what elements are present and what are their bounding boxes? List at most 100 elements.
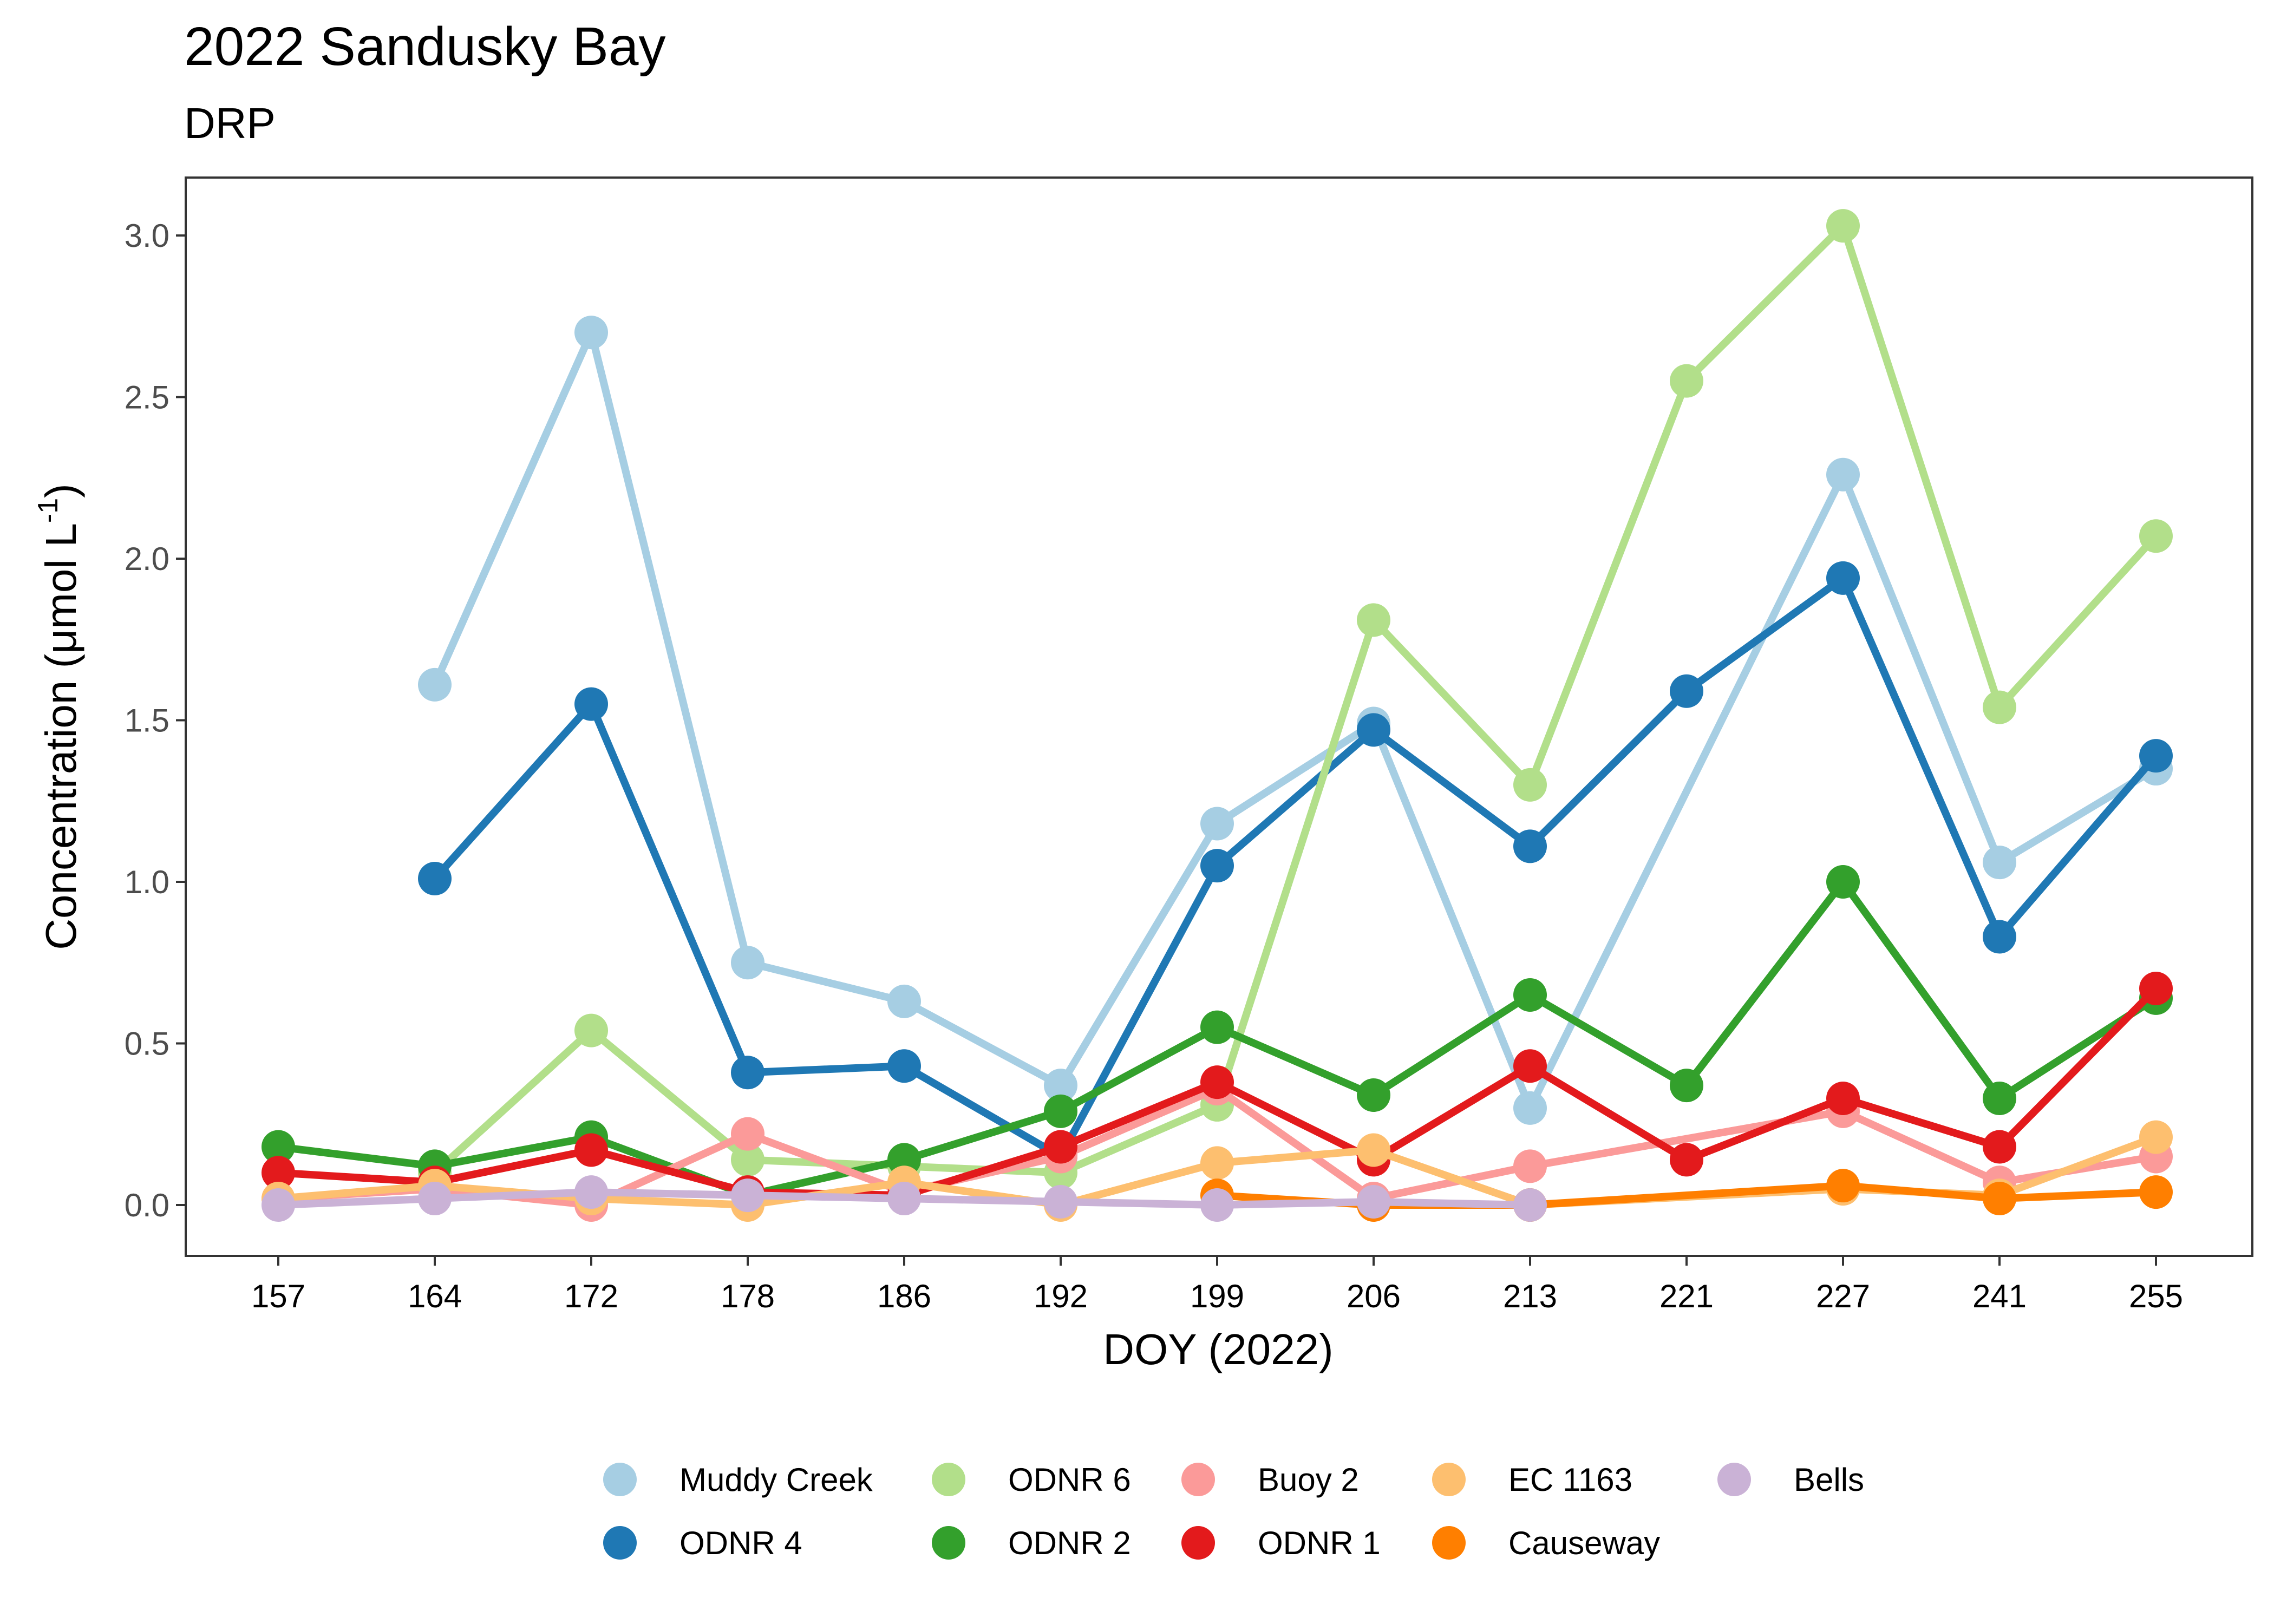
legend-swatch [1432,1526,1466,1560]
legend-item-causeway: Causeway [1432,1525,1660,1561]
data-point-odnr-2 [1357,1078,1390,1112]
data-point-bells [1513,1188,1547,1222]
legend-label: ODNR 6 [1008,1462,1131,1498]
data-point-muddy-creek [1513,1091,1547,1125]
data-point-odnr-1 [574,1133,608,1167]
x-tick-label: 172 [564,1278,618,1314]
data-point-bells [1044,1185,1077,1219]
legend-label: Causeway [1508,1525,1660,1561]
legend-label: Bells [1794,1462,1864,1498]
x-tick-label: 241 [1972,1278,2027,1314]
data-point-odnr-1 [262,1156,295,1190]
legend-item-odnr-4: ODNR 4 [603,1525,802,1561]
y-axis-title-exponent: -1 [32,498,64,523]
data-point-odnr-1 [1044,1130,1077,1164]
data-point-bells [887,1182,921,1216]
data-point-odnr-4 [1513,829,1547,863]
legend-label: ODNR 4 [679,1525,802,1561]
data-point-odnr-6 [1513,768,1547,802]
x-tick-label: 206 [1347,1278,1401,1314]
x-tick-label: 192 [1034,1278,1088,1314]
data-point-bells [1200,1188,1234,1222]
legend-item-odnr-1: ODNR 1 [1181,1525,1381,1561]
data-point-muddy-creek [1200,807,1234,841]
data-point-bells [574,1175,608,1209]
data-point-odnr-2 [1044,1094,1077,1128]
legend-swatch [603,1463,637,1496]
y-axis: 0.0 0.5 1.0 1.5 2.0 2.5 3.0 [125,218,186,1223]
data-point-odnr-4 [1670,674,1703,708]
data-point-odnr-6 [574,1013,608,1047]
data-point-odnr-4 [574,687,608,721]
data-point-odnr-2 [1200,1010,1234,1044]
data-point-buoy-2 [731,1117,764,1151]
data-point-odnr-6 [2139,519,2173,553]
data-point-muddy-creek [1826,457,1860,492]
data-point-odnr-1 [2139,972,2173,1006]
data-point-odnr-6 [1357,603,1390,637]
x-axis-title: DOY (2022) [1103,1325,1333,1373]
data-point-muddy-creek [1044,1069,1077,1103]
legend-swatch [1181,1463,1215,1496]
data-point-odnr-4 [2139,739,2173,773]
legend-item-odnr-6: ODNR 6 [932,1462,1131,1498]
series-odnr-4 [418,561,2173,1174]
legend-label: ODNR 2 [1008,1525,1131,1561]
legend-label: EC 1163 [1508,1462,1632,1498]
data-point-odnr-4 [1200,849,1234,883]
data-point-ec-1163 [2139,1120,2173,1154]
y-tick-label: 2.5 [125,379,169,416]
y-axis-title-close: ) [37,483,85,498]
data-point-bells [1357,1185,1390,1219]
data-point-odnr-6 [1826,209,1860,243]
data-point-odnr-4 [731,1056,764,1090]
data-point-causeway [2139,1175,2173,1209]
data-point-odnr-1 [1513,1049,1547,1083]
data-point-ec-1163 [1200,1146,1234,1180]
series-line-buoy-2 [275,1085,2160,1209]
legend-item-buoy-2: Buoy 2 [1181,1462,1359,1498]
series-bells [262,1175,1547,1222]
data-point-odnr-4 [418,862,452,896]
data-point-muddy-creek [887,984,921,1018]
data-point-muddy-creek [574,316,608,350]
legend-swatch [1432,1463,1466,1496]
x-tick-label: 255 [2129,1278,2183,1314]
data-point-odnr-1 [1983,1130,2016,1164]
data-point-odnr-4 [887,1049,921,1083]
data-point-odnr-6 [731,1143,764,1177]
data-point-bells [262,1188,295,1222]
x-tick-label: 213 [1503,1278,1557,1314]
y-tick-label: 0.0 [125,1187,169,1223]
series-line-odnr-6 [431,222,2160,1177]
chart-subtitle: DRP [184,99,276,147]
legend-item-ec-1163: EC 1163 [1432,1462,1632,1498]
y-tick-label: 0.5 [125,1026,169,1062]
x-tick-label: 186 [877,1278,931,1314]
legend-item-bells: Bells [1717,1462,1864,1498]
x-axis: 157 164 172 178 186 192 199 206 213 221 227 241 255 [251,1256,2183,1314]
y-tick-label: 1.5 [125,703,169,739]
data-point-odnr-2 [1513,978,1547,1012]
data-point-odnr-1 [1200,1065,1234,1099]
data-point-odnr-2 [262,1130,295,1164]
data-point-ec-1163 [1357,1133,1390,1167]
legend-swatch [603,1526,637,1560]
data-point-bells [418,1182,452,1216]
series-line-odnr-4 [431,574,2160,1161]
legend-swatch [932,1463,965,1496]
legend: Muddy Creek ODNR 6 Buoy 2 EC 1163 Bells ODNR … [603,1462,1864,1561]
legend-swatch [1717,1463,1751,1496]
data-point-buoy-2 [1513,1149,1547,1183]
data-point-odnr-2 [1983,1081,2016,1115]
series-layer [262,209,2173,1222]
data-point-odnr-1 [1826,1081,1860,1115]
y-axis-title-main: Concentration (μmol L [37,523,85,950]
data-point-bells [731,1178,764,1213]
legend-label: Muddy Creek [679,1462,873,1498]
y-tick-label: 1.0 [125,864,169,900]
x-tick-label: 164 [408,1278,462,1314]
y-tick-label: 2.0 [125,541,169,577]
data-point-odnr-4 [1357,713,1390,747]
